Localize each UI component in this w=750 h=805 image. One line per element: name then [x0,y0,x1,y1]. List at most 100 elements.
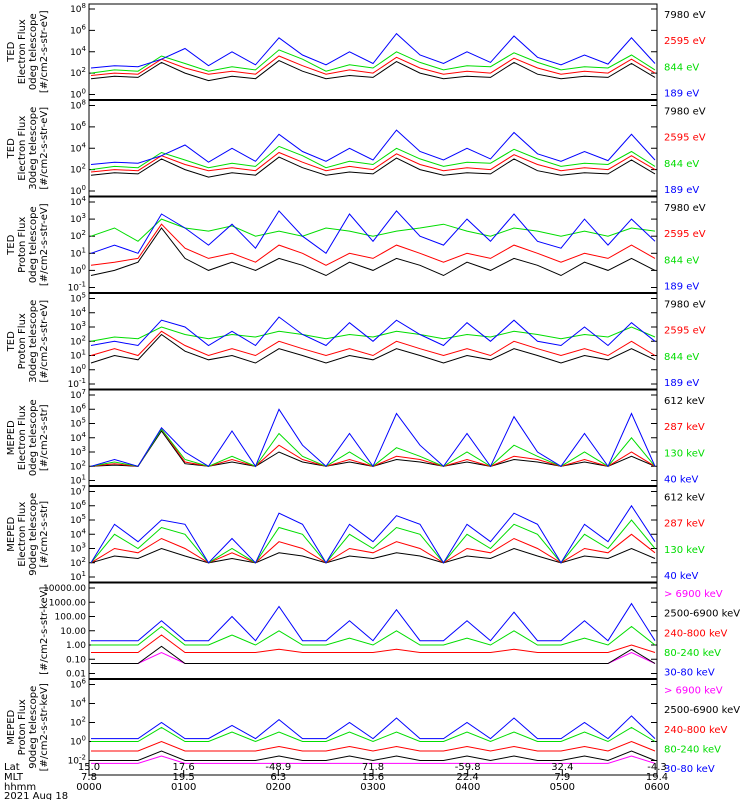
y-axis-label: 30deg telescope [28,107,39,190]
x-row-label-lat: Lat [4,762,20,773]
x-row-label-mlt: MLT [4,772,24,783]
y-tick-label: 100 [70,735,86,748]
series-line-189-ev [90,32,656,69]
series-line-240-800-kev [91,634,656,653]
y-tick-label: 102 [70,229,86,242]
panel-1-frame [88,3,658,100]
y-tick-label: 100 [70,363,86,376]
legend-entry: 240-800 keV [664,628,728,639]
series-line-2500-6900-kev [91,750,656,762]
y-tick-label: 106 [70,120,86,133]
legend-entry: 2595 eV [664,229,706,240]
legend-entry: 844 eV [664,352,699,363]
legend-entry: 844 eV [664,62,699,73]
y-axis-label: [#/cm2-s-str] [39,404,50,471]
legend-entry: 40 keV [664,571,698,582]
legend-entry: 130 keV [664,448,705,459]
legend-entry: 287 keV [664,422,705,433]
series-line-189-ev [90,316,656,347]
x-tick-label-mlt: 6.3 [270,772,286,783]
series-line-2595-ev [90,55,656,76]
y-tick-label: 10.00 [60,627,86,637]
x-tick-label-mlt: 22.4 [457,772,479,783]
series-line-844-ev [90,145,656,171]
series-line--6900-kev [91,651,656,664]
series-line-30-80-kev [91,602,656,642]
x-tick-label-mlt: 19.5 [173,772,195,783]
legend-entry: 30-80 keV [664,668,715,679]
y-tick-label: 102 [70,716,86,729]
x-tick-label-lat: -4.3 [647,762,667,773]
series-line-40-kev [90,504,656,564]
legend-entry: 7980 eV [664,203,706,214]
x-tick-label-mlt: 19.4 [646,772,668,783]
y-tick-label: 104 [70,141,86,154]
y-tick-label: 103 [70,542,86,555]
legend-entry: 189 eV [664,378,699,389]
panel-7-frame [88,582,658,679]
series-line--6900-kev [91,755,656,764]
series-line-189-ev [90,210,656,255]
legend-entry: 189 eV [664,282,699,293]
y-axis-label: 0deg telescope [28,399,39,476]
legend-entry: 2500-6900 keV [664,705,740,716]
y-axis-label: [#/cm2-s-str-eV] [39,203,50,286]
series-line-40-kev [90,408,656,468]
legend-entry: 844 eV [664,159,699,170]
legend-entry: 844 eV [664,255,699,266]
legend-entry: 612 keV [664,493,705,504]
legend-entry: 2595 eV [664,326,706,337]
x-row-label-hhmm: hhmm [4,782,36,793]
y-axis-label: Electron Flux [17,502,28,567]
y-axis-label: [#/cm2-s-str] [39,501,50,568]
legend-entry: 7980 eV [664,10,706,21]
x-tick-label-hhmm: 0000 [76,782,101,793]
y-tick-label: 101 [70,349,86,362]
x-tick-label-mlt: 7.8 [81,772,97,783]
x-tick-label-hhmm: 0200 [266,782,291,793]
y-axis-label: Proton Flux [17,313,28,369]
y-tick-label: 101 [70,570,86,583]
y-tick-label: 103 [70,320,86,333]
legend-entry: 189 eV [664,185,699,196]
series-line-7980-ev [90,333,656,364]
legend-entry: 80-240 keV [664,648,721,659]
x-tick-label-hhmm: 0500 [550,782,575,793]
legend-entry: 30-80 keV [664,764,715,775]
y-tick-label: 100 [70,263,86,276]
legend-entry: 7980 eV [664,300,706,311]
series-line-2500-6900-kev [91,645,656,664]
series-line-240-800-kev [91,740,656,752]
legend-entry: > 6900 keV [664,589,723,600]
y-axis-label: [#/cm2-s-str-eV] [39,10,50,93]
legend-entry: 240-800 keV [664,725,728,736]
x-tick-label-lat: -48.9 [265,762,291,773]
y-tick-label: 105 [70,417,86,430]
panel-3-frame [88,196,658,293]
series-line-844-ev [90,326,656,342]
y-axis-label: Electron Flux [17,405,28,470]
y-tick-label: 104 [70,306,86,319]
series-line-2595-ev [90,151,656,173]
series-line-2595-ev [90,223,656,266]
series-line-189-ev [90,129,656,165]
y-tick-label: 0.10 [66,655,86,665]
y-tick-label: 102 [70,163,86,176]
legend-entry: 7980 eV [664,107,706,118]
y-axis-label: [#/cm2-s-str-keV] [39,587,50,675]
y-tick-label: 104 [70,431,86,444]
legend-entry: > 6900 keV [664,686,723,697]
y-tick-label: 103 [70,445,86,458]
x-tick-label-hhmm: 0100 [171,782,196,793]
x-tick-label-hhmm: 0400 [455,782,480,793]
y-tick-label: 102 [70,459,86,472]
x-tick-label-lat: 71.8 [362,762,384,773]
y-tick-label: 103 [70,212,86,225]
y-axis-label: MEPED [6,420,17,455]
x-tick-label-mlt: 7.9 [554,772,570,783]
x-tick-label-lat: -59.8 [455,762,481,773]
series-line-80-240-kev [91,726,656,743]
legend-entry: 2595 eV [664,133,706,144]
y-axis-label: TED [6,138,17,159]
